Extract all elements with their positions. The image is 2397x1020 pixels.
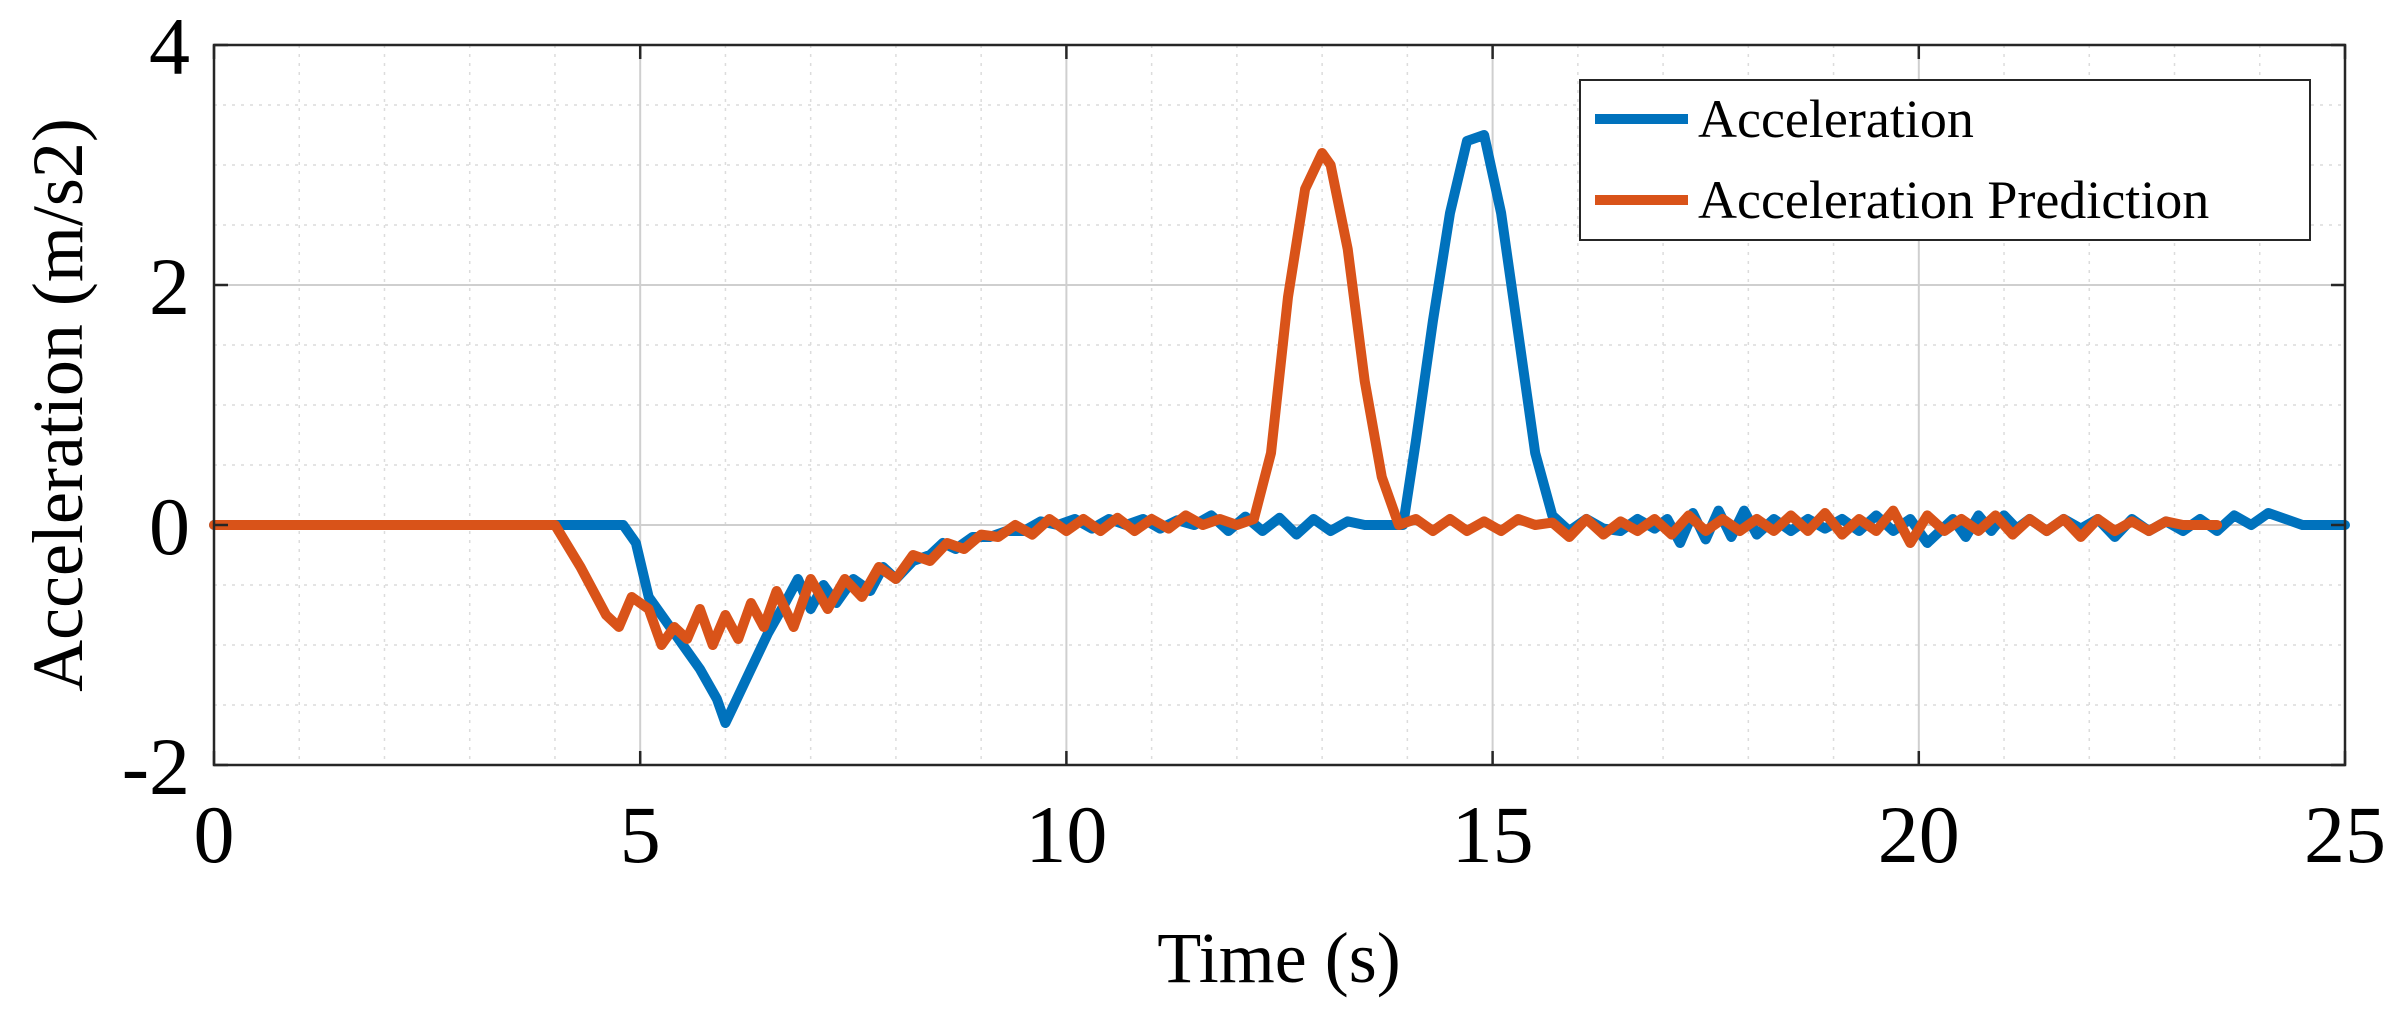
legend-label-acceleration: Acceleration — [1698, 89, 1974, 149]
y-tick-label: -2 — [122, 721, 190, 812]
x-tick-label: 25 — [2304, 789, 2386, 880]
legend-label-acceleration-prediction: Acceleration Prediction — [1698, 170, 2209, 230]
x-tick-label: 15 — [1452, 789, 1534, 880]
x-axis-label: Time (s) — [1157, 918, 1400, 998]
series-line-acceleration-prediction — [209, 148, 2223, 650]
x-tick-label: 20 — [1878, 789, 1960, 880]
y-axis-label: Acceleration (m/s2) — [18, 118, 98, 692]
ticks-layer — [212, 43, 2347, 767]
x-tick-labels: 0 5 10 15 20 25 — [194, 789, 2387, 880]
x-tick-label: 10 — [1025, 789, 1107, 880]
y-tick-labels: -2 0 2 4 — [122, 1, 190, 812]
x-tick-label: 5 — [620, 789, 661, 880]
series-line-acceleration — [209, 130, 2350, 728]
series-layer — [209, 130, 2350, 728]
y-tick-label: 2 — [149, 241, 190, 332]
legend-box — [1579, 79, 2311, 241]
legend: Acceleration Acceleration Prediction — [1579, 79, 2311, 241]
y-tick-label: 0 — [149, 481, 190, 572]
x-tick-label: 0 — [194, 789, 235, 880]
plot-frame — [212, 43, 2347, 767]
y-tick-label: 4 — [149, 1, 190, 92]
